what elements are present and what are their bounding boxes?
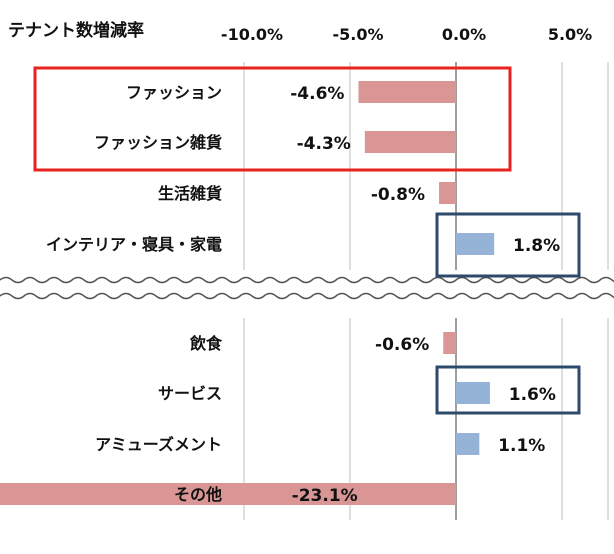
- category-label: サービス: [158, 384, 222, 403]
- category-label: ファッション: [126, 83, 222, 102]
- highlight-box: [435, 212, 581, 278]
- value-label: 1.6%: [509, 385, 556, 405]
- chart-title: テナント数増減率: [8, 20, 144, 41]
- value-label: 1.8%: [513, 236, 560, 256]
- value-label: 1.1%: [498, 436, 545, 456]
- break-line-top: [0, 276, 614, 284]
- bar: [364, 131, 456, 153]
- bar: [358, 81, 456, 103]
- bar: [456, 382, 490, 404]
- bar: [0, 483, 456, 505]
- highlight-layer: [33, 66, 581, 415]
- x-tick-labels: -10.0% -5.0% 0.0% 5.0%: [221, 25, 592, 44]
- x-tick-label: -10.0%: [221, 25, 283, 44]
- bar: [443, 332, 456, 354]
- category-label: その他: [174, 485, 222, 504]
- break-band: [0, 280, 614, 296]
- highlight-box: [33, 66, 512, 172]
- value-label: -0.8%: [371, 185, 425, 205]
- highlight-box: [435, 365, 581, 415]
- value-label: -23.1%: [292, 486, 358, 506]
- category-label: アミューズメント: [95, 435, 222, 454]
- axis-break: [0, 276, 614, 300]
- labels-layer: ファッションファッション雑貨生活雑貨インテリア・寝具・家電飲食サービスアミューズ…: [46, 83, 560, 506]
- category-label: 生活雑貨: [158, 184, 222, 203]
- value-label: -4.3%: [297, 134, 351, 154]
- value-label: -0.6%: [375, 335, 429, 355]
- bar: [439, 182, 456, 204]
- x-tick-label: 5.0%: [548, 25, 592, 44]
- x-tick-label: -5.0%: [332, 25, 383, 44]
- break-line-bottom: [0, 292, 614, 300]
- category-label: インテリア・寝具・家電: [46, 235, 222, 254]
- bar: [456, 433, 480, 455]
- x-tick-label: 0.0%: [442, 25, 486, 44]
- category-label: ファッション雑貨: [94, 133, 222, 152]
- bar: [456, 233, 495, 255]
- value-label: -4.6%: [290, 84, 344, 104]
- bars-layer: [0, 81, 495, 505]
- category-label: 飲食: [189, 334, 223, 353]
